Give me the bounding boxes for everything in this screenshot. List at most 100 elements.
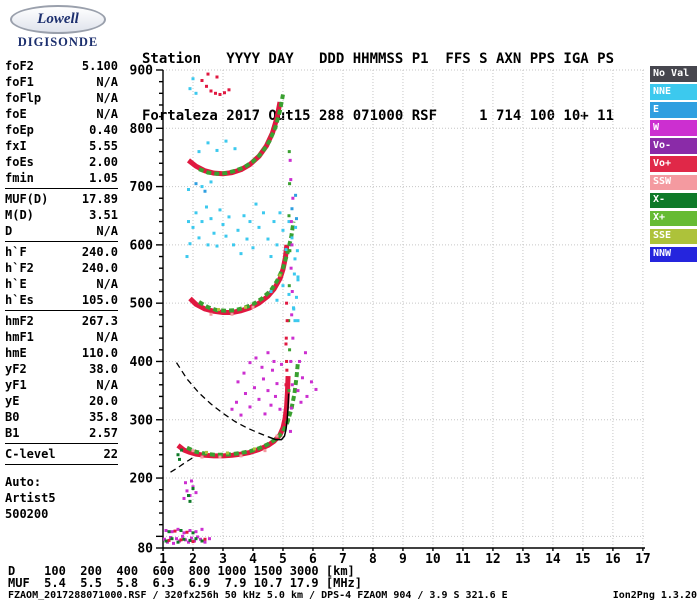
param-row: h`F2 240.0: [5, 260, 118, 276]
x-tick-label: 1: [159, 552, 167, 567]
legend-item: NNW: [650, 246, 697, 263]
parameter-panel: foF2 5.100 foF1 N/A foFlp N/A foE N/A foEp 0.40 fx…: [5, 58, 118, 522]
x-tick-label: 9: [399, 552, 407, 567]
param-label: foEs: [5, 155, 34, 169]
series-spread-column-magenta: [288, 158, 295, 433]
param-label: M(D): [5, 208, 34, 222]
param-value: 2.00: [89, 155, 118, 169]
param-row: hmF1 N/A: [5, 329, 118, 345]
x-tick-label: 16: [605, 552, 621, 567]
param-value: 110.0: [81, 346, 118, 360]
series-hop4-fragments: [200, 72, 231, 96]
param-value: N/A: [96, 107, 118, 121]
panel-separator: [5, 443, 118, 444]
series-profile-solid: [267, 393, 290, 441]
y-tick-label: 700: [130, 180, 154, 195]
x-tick-label: 2: [189, 552, 197, 567]
param-row: fmin 1.05: [5, 170, 118, 186]
series-scatter-ssw: [191, 305, 279, 459]
series-es-scatter-red: [167, 529, 207, 544]
param-row: B1 2.57: [5, 425, 118, 441]
param-value: 240.0: [81, 245, 118, 259]
param-row: foEs 2.00: [5, 154, 118, 170]
series-profile-dashed-lower: [170, 457, 194, 473]
param-label: B1: [5, 426, 20, 440]
param-row: M(D) 3.51: [5, 207, 118, 223]
legend-item: X+: [650, 210, 697, 227]
param-row: B0 35.8: [5, 409, 118, 425]
param-row: foE N/A: [5, 106, 118, 122]
grid: [162, 69, 645, 548]
param-row: D N/A: [5, 223, 118, 239]
axes: [156, 69, 645, 551]
autoscaling-info: Auto: Artist5 500200: [5, 474, 118, 522]
x-tick-label: 5: [279, 552, 287, 567]
series-spread-column-red: [284, 301, 289, 387]
param-row: foFlp N/A: [5, 90, 118, 106]
series-oblique-scatter-nne: [185, 77, 300, 323]
status-file-info: FZAOM_2017288071000.RSF / 320fx256h 50 k…: [8, 590, 508, 600]
y-tick-label: 800: [130, 122, 154, 137]
param-value: 5.100: [81, 59, 118, 73]
param-label: fxI: [5, 139, 27, 153]
param-value: N/A: [96, 91, 118, 105]
param-row: yF2 38.0: [5, 361, 118, 377]
param-row: yE 20.0: [5, 393, 118, 409]
param-label: foE: [5, 107, 27, 121]
param-label: yF1: [5, 378, 27, 392]
param-label: hmE: [5, 346, 27, 360]
series-f-trace-hop3-o: [186, 101, 283, 177]
param-label: h`E: [5, 277, 27, 291]
series-scatter-sse: [204, 273, 282, 455]
param-label: foEp: [5, 123, 34, 137]
station-header: Station YYYY DAY DDD HHMMSS P1 FFS S AXN…: [142, 12, 614, 164]
param-row: hmF2 267.3: [5, 313, 118, 329]
param-label: fmin: [5, 171, 34, 185]
param-row: yF1 N/A: [5, 377, 118, 393]
param-label: foF2: [5, 59, 34, 73]
x-tick-label: 13: [515, 552, 531, 567]
status-version: Ion2Png 1.3.20: [612, 590, 697, 600]
legend-item: Vo-: [650, 138, 697, 154]
x-tick-label: 8: [369, 552, 377, 567]
x-tick-label: 11: [455, 552, 471, 567]
param-value: 35.8: [89, 410, 118, 424]
param-value: 267.3: [81, 314, 118, 328]
param-value: 1.05: [89, 171, 118, 185]
param-value: 20.0: [89, 394, 118, 408]
param-value: N/A: [96, 224, 118, 238]
x-tick-label: 3: [219, 552, 227, 567]
series-profile-dashed-upper: [175, 362, 269, 438]
param-row: foF2 5.100: [5, 58, 118, 74]
y-tick-label: 400: [130, 355, 154, 370]
muf-row: MUF 5.4 5.5 5.8 6.3 6.9 7.9 10.7 17.9 [M…: [8, 576, 363, 590]
param-label: MUF(D): [5, 192, 49, 206]
param-row: h`E N/A: [5, 276, 118, 292]
param-value: 5.55: [89, 139, 118, 153]
param-value: 2.57: [89, 426, 118, 440]
param-label: B0: [5, 410, 20, 424]
legend-item: X-: [650, 192, 697, 209]
series-es-scatter-green: [164, 448, 204, 544]
header-columns-row: Station YYYY DAY DDD HHMMSS P1 FFS S AXN…: [142, 51, 615, 67]
logo-lowell-text: Lowell: [37, 11, 79, 27]
param-value: 240.0: [81, 261, 118, 275]
x-tick-label: 6: [309, 552, 317, 567]
x-tick-label: 7: [339, 552, 347, 567]
param-row: fxI 5.55: [5, 138, 118, 154]
param-label: foFlp: [5, 91, 42, 105]
param-row: foEp 0.40: [5, 122, 118, 138]
x-tick-label: 17: [635, 552, 651, 567]
param-value: 38.0: [89, 362, 118, 376]
lowell-logo-oval: Lowell: [10, 5, 106, 34]
param-value: 3.51: [89, 208, 118, 222]
legend-item: Vo+: [650, 156, 697, 172]
param-row: h`F 240.0: [5, 244, 118, 260]
y-tick-label: 200: [130, 472, 154, 487]
param-label: hmF2: [5, 314, 34, 328]
legend-item: E: [650, 102, 697, 118]
panel-separator: [5, 188, 118, 189]
autoscaling-info-line: Artist5: [5, 491, 56, 505]
